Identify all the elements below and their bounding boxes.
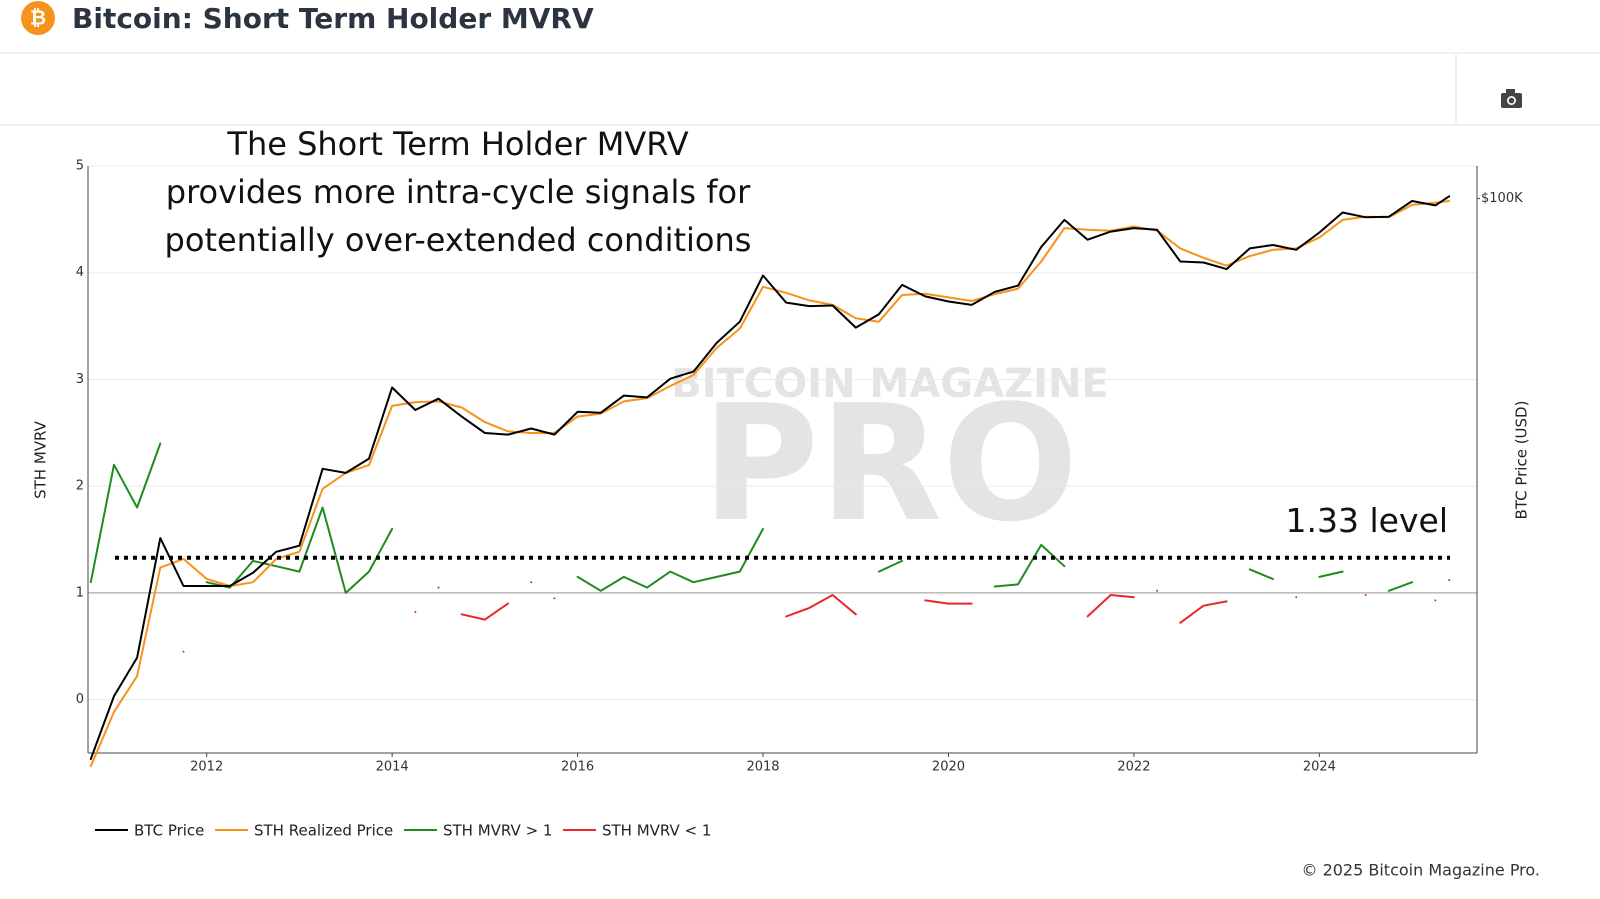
series-line [1248, 568, 1274, 580]
series-line [89, 442, 162, 584]
series-line [785, 594, 857, 618]
y-tick-label: 5 [76, 159, 84, 174]
reference-label: 1.33 level [1286, 501, 1448, 540]
x-tick-label: 2024 [1303, 760, 1336, 775]
series-line [877, 559, 904, 573]
annotation: provides more intra-cycle signals for [166, 173, 751, 211]
x-tick-label: 2018 [746, 760, 779, 775]
y-tick-label: 0 [76, 692, 84, 707]
series-line [576, 527, 764, 592]
series-line [89, 195, 1451, 760]
series-line [460, 602, 509, 621]
logo [21, 1, 55, 35]
y2-tick-label: $100K [1481, 191, 1523, 206]
annotation: potentially over-extended conditions [165, 221, 752, 259]
series-line [1086, 594, 1135, 618]
x-tick-label: 2020 [932, 760, 965, 775]
annotation: The Short Term Holder MVRV [226, 125, 688, 163]
series-line [1318, 570, 1344, 578]
legend-label: STH Realized Price [254, 822, 393, 840]
series-line [924, 599, 973, 605]
y-tick-label: 2 [76, 479, 84, 494]
watermark: BITCOIN MAGAZINE [671, 361, 1109, 407]
series-line [1179, 600, 1228, 624]
camera-button[interactable] [1501, 89, 1522, 108]
series-line [205, 506, 394, 594]
legend-label: BTC Price [134, 822, 204, 840]
legend-label: STH MVRV > 1 [443, 822, 552, 840]
x-tick-label: 2016 [561, 760, 594, 775]
y-tick-label: 4 [76, 265, 84, 280]
page-title: Bitcoin: Short Term Holder MVRV [72, 2, 594, 35]
copyright: © 2025 Bitcoin Magazine Pro. [1301, 861, 1540, 880]
y2-axis-label: BTC Price (USD) [1513, 401, 1531, 520]
legend-label: STH MVRV < 1 [602, 822, 711, 840]
y-tick-label: 1 [76, 585, 84, 600]
x-tick-label: 2012 [190, 760, 223, 775]
logo-glyph: ₿ [30, 6, 46, 30]
x-tick-label: 2022 [1117, 760, 1150, 775]
y-tick-label: 3 [76, 372, 84, 387]
y-axis-label: STH MVRV [32, 420, 50, 499]
series-line [1387, 581, 1414, 592]
series-line [993, 543, 1066, 588]
watermark: PRO [702, 370, 1078, 557]
x-tick-label: 2014 [376, 760, 409, 775]
